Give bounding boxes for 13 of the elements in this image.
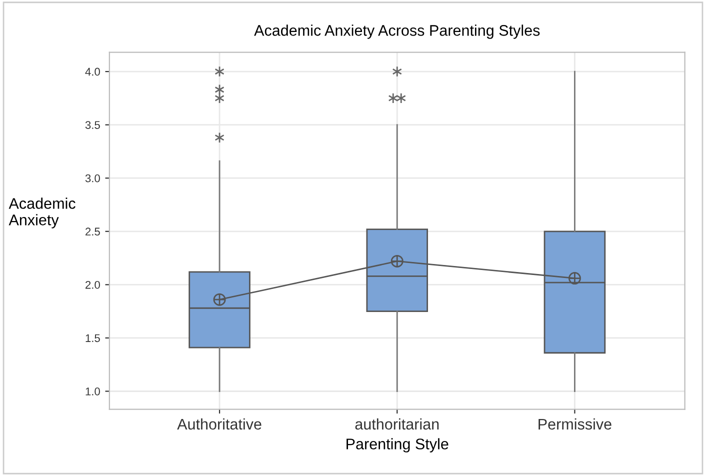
- x-tick-label: Permissive: [538, 418, 612, 430]
- y-tick-label: 3.5: [85, 121, 100, 129]
- y-tick-label: 1.5: [86, 334, 100, 342]
- x-tick-label: authoritarian: [355, 418, 439, 430]
- y-tick-label: 1.0: [86, 388, 100, 396]
- y-tick-label: 2.5: [86, 228, 100, 236]
- x-axis-title: Parenting Style: [346, 438, 448, 452]
- y-tick-label: 2.0: [86, 280, 100, 289]
- y-axis-title: Academic Anxiety: [8, 198, 76, 228]
- y-tick-label: 3.0: [85, 174, 100, 182]
- chart-title: Academic Anxiety Across Parenting Styles: [254, 24, 540, 39]
- x-tick-label: Authoritative: [177, 418, 262, 430]
- y-tick-label: 4.0: [85, 68, 100, 76]
